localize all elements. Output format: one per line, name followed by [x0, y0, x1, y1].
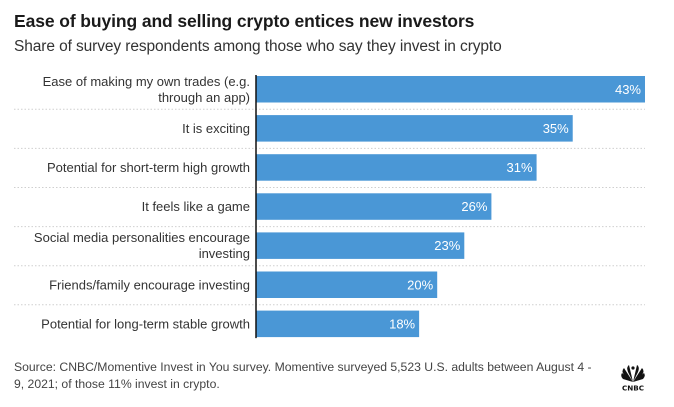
- row-separators: [14, 108, 645, 306]
- category-label: investing: [199, 246, 250, 261]
- bar: [256, 310, 420, 338]
- value-label: 31%: [507, 160, 533, 175]
- source-note: Source: CNBC/Momentive Invest in You sur…: [14, 360, 592, 391]
- logo-text: CNBC: [622, 384, 644, 393]
- value-label: 43%: [615, 82, 641, 97]
- chart-title: Ease of buying and selling crypto entice…: [14, 11, 475, 31]
- value-label: 20%: [407, 277, 433, 292]
- bar: [256, 154, 537, 181]
- bar: [256, 115, 573, 142]
- bars: [256, 76, 645, 338]
- category-label: Ease of making my own trades (e.g.: [43, 74, 250, 89]
- category-labels: Ease of making my own trades (e.g.throug…: [34, 74, 250, 332]
- bar: [256, 193, 492, 220]
- bar: [256, 76, 645, 103]
- value-label: 26%: [461, 199, 487, 214]
- category-label: It feels like a game: [142, 199, 250, 214]
- value-label: 35%: [543, 121, 569, 136]
- category-label: Potential for long-term stable growth: [41, 316, 250, 331]
- category-label: Friends/family encourage investing: [49, 277, 250, 292]
- chart-subtitle: Share of survey respondents among those …: [14, 38, 502, 55]
- cnbc-logo: CNBC: [613, 362, 653, 393]
- category-label: It is exciting: [182, 121, 250, 136]
- category-label: Social media personalities encourage: [34, 230, 250, 245]
- cnbc-peacock-icon: CNBC: [621, 365, 645, 393]
- category-label: Potential for short-term high growth: [47, 160, 250, 175]
- value-label: 23%: [434, 238, 460, 253]
- bar: [256, 232, 465, 259]
- value-label: 18%: [389, 316, 415, 331]
- category-label: through an app): [158, 90, 250, 105]
- bar: [256, 271, 438, 298]
- value-labels: 43% 35% 31% 26% 23% 20% 18%: [389, 82, 641, 332]
